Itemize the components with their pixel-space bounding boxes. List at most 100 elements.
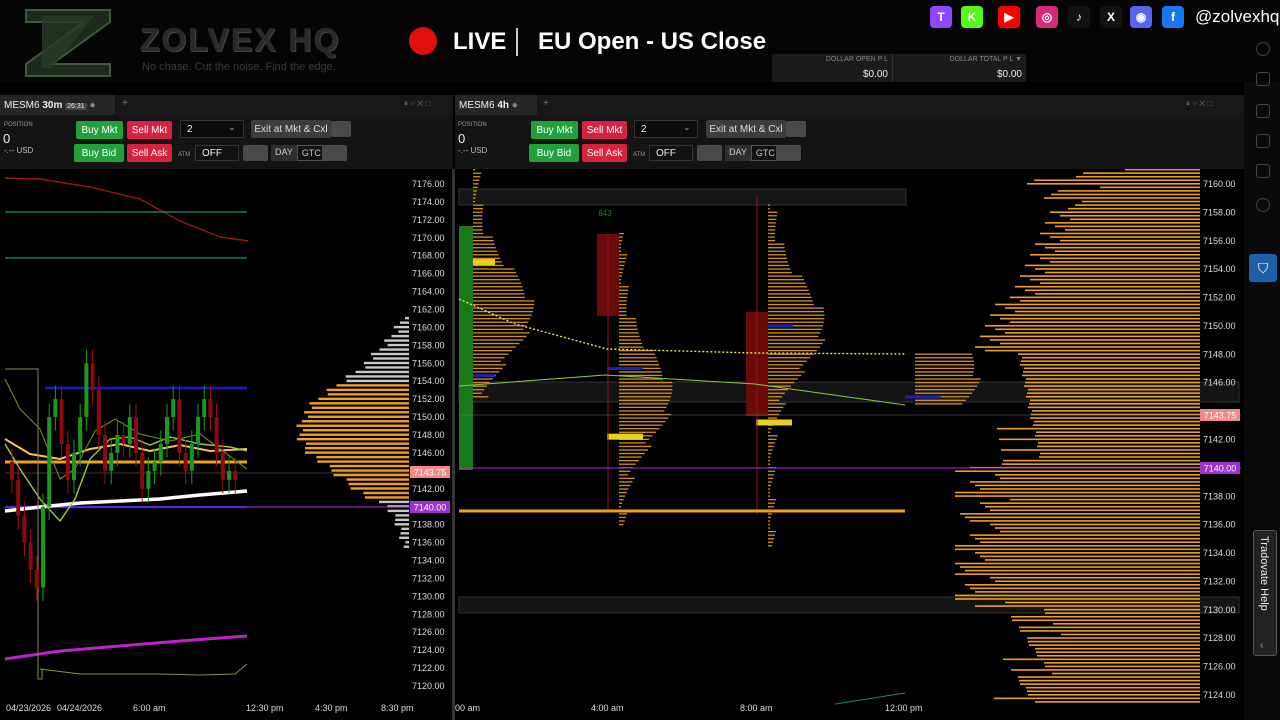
session-profile-bar	[768, 491, 770, 494]
quantity-input[interactable]: 2	[180, 120, 244, 138]
session-profile-bar	[473, 222, 483, 224]
price-tick-label: 7146.00	[412, 448, 445, 458]
volume-profile-bar	[1022, 374, 1200, 377]
atm-options-button[interactable]	[243, 145, 268, 161]
tradovate-help-tab[interactable]	[1253, 530, 1277, 656]
tif-selector[interactable]: DAY GTC	[271, 145, 326, 161]
session-profile-bar	[768, 534, 776, 536]
window-controls-icon[interactable]: ⏸ ○ ✕ □	[404, 99, 431, 108]
session-profile-bar	[473, 314, 532, 316]
session-profile-bar	[473, 346, 516, 348]
kick-icon[interactable]: K	[961, 6, 983, 28]
sell-ask-button[interactable]: Sell Ask	[127, 144, 172, 162]
sell-mkt-button[interactable]: Sell Mkt	[582, 121, 627, 139]
tif-options-button[interactable]	[776, 145, 801, 161]
shield-icon[interactable]: ⛉	[1249, 254, 1277, 282]
quantity-input[interactable]: 2	[634, 120, 698, 138]
atm-select[interactable]: OFF	[195, 145, 239, 161]
sell-ask-button[interactable]: Sell Ask	[582, 144, 627, 162]
community-icon[interactable]	[1256, 164, 1270, 178]
time-tick-label: 12:00 pm	[885, 703, 923, 713]
chevron-left-icon[interactable]: ‹	[1260, 640, 1264, 651]
chevron-down-icon[interactable]: ⌄	[683, 122, 691, 132]
tif-day[interactable]: DAY	[729, 147, 747, 157]
list-icon[interactable]	[1256, 104, 1270, 118]
facebook-icon[interactable]: f	[1162, 6, 1184, 28]
open-pl-value: $0.00	[862, 69, 888, 80]
session-profile-bar	[619, 378, 664, 380]
exit-at-mkt-button[interactable]: Exit at Mkt & Cxl	[251, 120, 331, 138]
right-symbol: MESM6	[459, 100, 495, 111]
session-profile-bar	[768, 399, 780, 401]
right-price-chart[interactable]: 843 7160.007158.007156.007154.007152.007…	[455, 169, 1244, 720]
volume-profile-bar	[345, 375, 409, 378]
volume-profile-bar	[365, 366, 409, 369]
window-controls-icon[interactable]: ⏸ ○ ✕ □	[1186, 99, 1213, 108]
left-price-chart[interactable]: 7176.00 7174.00 7172.00 7170.00 7168.00 7166.…	[0, 169, 453, 720]
exit-at-mkt-button[interactable]: Exit at Mkt & Cxl	[706, 120, 786, 138]
composite-volume-profile	[955, 169, 1200, 703]
youtube-icon[interactable]: ▶	[998, 6, 1020, 28]
session-profile-bar	[619, 239, 623, 242]
session-profile-bar	[768, 506, 775, 508]
buy-bid-button[interactable]: Buy Bid	[74, 144, 124, 162]
candle	[16, 479, 21, 516]
panel-divider[interactable]	[452, 169, 455, 720]
add-tab-icon[interactable]: +	[122, 98, 128, 109]
x-icon[interactable]: X	[1100, 6, 1122, 28]
tif-selector[interactable]: DAY GTC	[725, 145, 780, 161]
tiktok-icon[interactable]: ♪	[1068, 6, 1090, 28]
session-profile-bar	[768, 381, 795, 384]
session-profile-bar	[473, 389, 485, 391]
volume-profile-bar	[391, 334, 409, 338]
buy-mkt-button[interactable]: Buy Mkt	[76, 121, 123, 139]
buy-bid-button[interactable]: Buy Bid	[529, 144, 579, 162]
left-order-toolbar: POSITION 0 -.-- USD Buy Mkt Sell Mkt 2 ⌄…	[0, 115, 453, 169]
volume-profile-bar	[296, 437, 409, 441]
atm-options-button[interactable]	[697, 145, 722, 161]
session-profile-bar	[473, 257, 501, 260]
session-profile-bar	[619, 296, 628, 299]
instagram-icon[interactable]: ◎	[1036, 6, 1058, 28]
exit-options-button[interactable]	[331, 121, 351, 137]
volume-profile-bar	[985, 324, 1200, 327]
settings-icon[interactable]	[1256, 134, 1270, 148]
session-profile-bar	[619, 254, 628, 256]
left-chart-tab[interactable]: MESM6 30m 26:31 ●	[0, 95, 115, 115]
session-profile-bar	[619, 236, 624, 238]
session-profile-bar	[915, 403, 963, 405]
volume-profile-bar	[305, 446, 409, 450]
right-chart-tab[interactable]: MESM6 4h ●	[455, 95, 537, 115]
twitch-icon[interactable]: T	[930, 6, 952, 28]
price-tick-label: 7170.00	[412, 233, 445, 243]
price-tick-label: 7160.00	[1203, 179, 1236, 189]
sell-mkt-button[interactable]: Sell Mkt	[127, 121, 172, 139]
volume-profile-bar	[995, 328, 1200, 331]
green-ma-line	[4, 436, 248, 523]
session-profile-bar	[619, 474, 628, 476]
price-tick-label: 7164.00	[412, 287, 445, 297]
exit-options-button[interactable]	[786, 121, 806, 137]
session-profile-bar	[473, 286, 523, 288]
session-profile-bar	[473, 186, 478, 189]
session-profile-bar	[473, 169, 475, 171]
volume-profile-bar	[1032, 410, 1200, 412]
volume-profile-bar	[1034, 179, 1200, 182]
buy-mkt-button[interactable]: Buy Mkt	[531, 121, 578, 139]
help-icon[interactable]	[1256, 198, 1270, 212]
session-profile-bar	[473, 250, 498, 252]
tif-options-button[interactable]	[322, 145, 347, 161]
session-profile-bar	[619, 410, 665, 412]
chevron-down-icon[interactable]: ⌄	[228, 122, 236, 132]
session-profile-bar	[915, 353, 973, 355]
chat-icon[interactable]	[1256, 72, 1270, 86]
total-pl-label[interactable]: DOLLAR TOTAL P L ▼	[949, 56, 1022, 63]
account-icon[interactable]	[1256, 42, 1270, 56]
atm-select[interactable]: OFF	[649, 145, 693, 161]
volume-profile-bar	[1028, 388, 1200, 391]
discord-icon[interactable]: ◉	[1130, 6, 1152, 28]
session-profile-bar	[619, 349, 654, 352]
session-profile-bar	[768, 413, 779, 416]
add-tab-icon[interactable]: +	[543, 98, 549, 109]
tif-day[interactable]: DAY	[275, 147, 293, 157]
